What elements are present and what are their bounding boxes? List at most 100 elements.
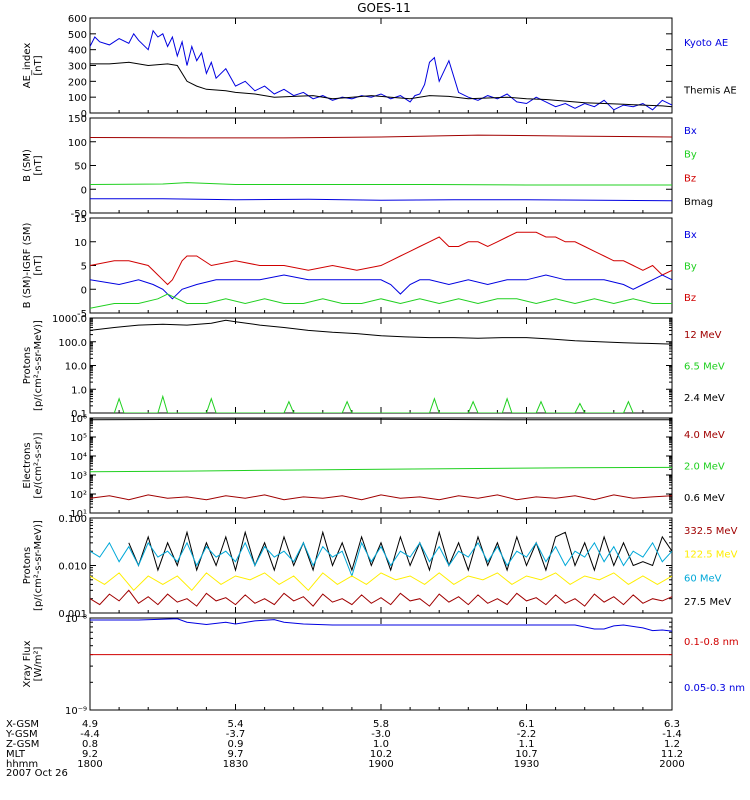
legend-entry: Bz bbox=[684, 173, 696, 184]
y-tick-label: 100 bbox=[68, 138, 87, 149]
legend-entry: Bx bbox=[684, 230, 697, 241]
x-axis-row-label: hhmm bbox=[6, 759, 38, 770]
legend-entry: 2.0 MeV bbox=[684, 462, 725, 473]
panel-frame bbox=[89, 617, 673, 711]
x-axis-value: -4.4 bbox=[80, 729, 100, 740]
y-axis-label: [p/(cm²-s-sr-MeV)] bbox=[33, 520, 44, 611]
x-axis-value: 5.8 bbox=[373, 719, 389, 730]
y-axis-label: AE_index bbox=[22, 43, 33, 89]
legend-entry: By bbox=[684, 150, 697, 161]
y-tick-label: 1.0 bbox=[71, 385, 87, 396]
legend-entry: 332.5 MeV bbox=[684, 526, 738, 537]
y-tick-label: 15 bbox=[74, 214, 87, 225]
y-tick-label: 10³ bbox=[70, 471, 87, 482]
y-axis-label: [p/(cm²-s-sr-MeV)] bbox=[33, 320, 44, 411]
x-axis-value: 6.1 bbox=[519, 719, 535, 730]
x-axis-value: 10.7 bbox=[515, 749, 537, 760]
legend-entry: 122.5 MeV bbox=[684, 550, 738, 561]
series-6-5-mev bbox=[113, 394, 634, 413]
series-themis-ae bbox=[90, 61, 672, 108]
x-axis-value: 0.9 bbox=[228, 739, 244, 750]
y-axis-label: B (SM) bbox=[22, 149, 33, 182]
series-4-0-mev bbox=[90, 494, 672, 501]
series-2-0-mev bbox=[90, 466, 672, 473]
x-axis-value: -1.4 bbox=[662, 729, 682, 740]
legend-entry: Themis AE bbox=[683, 85, 737, 96]
y-axis-label: Protons bbox=[22, 347, 33, 384]
series-332-5-mev bbox=[90, 589, 672, 607]
y-tick-label: 100.0 bbox=[58, 338, 87, 349]
series-bz bbox=[90, 134, 672, 139]
y-axis-label: B (SM)-IGRF (SM) bbox=[22, 223, 33, 309]
legend-entry: 27.5 MeV bbox=[684, 597, 731, 608]
x-axis-value: 1830 bbox=[223, 759, 248, 770]
x-axis-value: 5.4 bbox=[228, 719, 244, 730]
legend-entry: By bbox=[684, 262, 697, 273]
y-axis-label: [W/m²] bbox=[33, 646, 44, 681]
x-axis-value: 6.3 bbox=[664, 719, 680, 730]
y-tick-label: 10⁻⁸ bbox=[65, 614, 87, 625]
y-axis-label: [e/(cm²-s-sr)] bbox=[33, 432, 44, 498]
x-axis-row-label: Y-GSM bbox=[5, 729, 38, 740]
y-tick-label: 400 bbox=[68, 46, 87, 57]
y-tick-label: 0.1 bbox=[71, 409, 87, 420]
legend-entry: 2.4 MeV bbox=[684, 393, 725, 404]
x-axis-value: -2.2 bbox=[517, 729, 537, 740]
panel-b_sm: -50 0 50 100 150 B (SM) [nT] Bx By Bz Bmag bbox=[22, 114, 713, 220]
x-axis-value: 0.8 bbox=[82, 739, 98, 750]
y-axis-label: Xray Flux bbox=[22, 640, 33, 687]
y-tick-label: 5 bbox=[81, 262, 87, 273]
series-by bbox=[90, 293, 672, 309]
panel-frame bbox=[89, 317, 673, 414]
x-axis-value: 11.2 bbox=[661, 749, 683, 760]
legend-entry: 6.5 MeV bbox=[684, 362, 725, 373]
y-axis-label: Protons bbox=[22, 547, 33, 584]
y-tick-label: 500 bbox=[68, 30, 87, 41]
series-60-mev bbox=[90, 541, 672, 578]
series-2-4-mev bbox=[90, 319, 672, 345]
legend-entry: Bx bbox=[684, 126, 697, 137]
x-axis-value: -3.0 bbox=[371, 729, 391, 740]
x-axis-table: X-GSM 4.9 5.4 5.8 6.1 6.3 Y-GSM -4.4 -3.7 -3.0 -2.… bbox=[5, 719, 685, 770]
x-axis-row-label: Z-GSM bbox=[6, 739, 39, 750]
x-axis-value: 4.9 bbox=[82, 719, 98, 730]
y-axis-label: Electrons bbox=[22, 442, 33, 488]
y-tick-label: 10⁻⁹ bbox=[65, 706, 87, 717]
legend-entry: 0.6 MeV bbox=[684, 493, 725, 504]
y-tick-label: 100 bbox=[68, 93, 87, 104]
y-tick-label: 10² bbox=[70, 490, 87, 501]
x-axis-value: 1.1 bbox=[519, 739, 535, 750]
y-tick-label: 0.100 bbox=[58, 514, 87, 525]
panel-protons_low: 0.1 1.0 10.0 100.0 1000.0 Protons [p/(cm²-s-sr… bbox=[22, 314, 725, 420]
y-axis-label: [nT] bbox=[33, 155, 44, 175]
series-by bbox=[90, 182, 672, 186]
panel-electrons: 10¹ 10² 10³ 10⁴ 10⁵ 10⁶ Electrons [e/(cm²-s-sr)… bbox=[22, 414, 725, 520]
panel-frame bbox=[89, 417, 673, 514]
x-axis-value: 9.7 bbox=[228, 749, 244, 760]
plot-title: GOES-11 bbox=[357, 1, 411, 15]
legend-entry: 0.05-0.3 nm bbox=[684, 683, 745, 694]
x-axis-value: 9.2 bbox=[82, 749, 98, 760]
y-tick-label: 10⁶ bbox=[70, 414, 87, 425]
series-0-6-mev bbox=[90, 418, 672, 421]
y-tick-label: 10⁵ bbox=[70, 433, 87, 444]
panel-xray: 10⁻⁹ 10⁻⁸ Xray Flux [W/m²] 0.1-0.8 nm 0.05-0.… bbox=[22, 614, 745, 717]
y-tick-label: 10⁴ bbox=[70, 452, 87, 463]
panel-protons_high: 0.001 0.010 0.100 Protons [p/(cm²-s-sr-MeV)]… bbox=[22, 514, 738, 620]
x-axis-value: 1800 bbox=[77, 759, 102, 770]
series-bz bbox=[90, 231, 672, 286]
legend-entry: Bmag bbox=[684, 197, 713, 208]
x-axis-value: -3.7 bbox=[226, 729, 246, 740]
panel-db_igrf: -5 0 5 10 15 B (SM)-IGRF (SM) [nT] Bx By Bz bbox=[22, 214, 697, 320]
legend-entry: 12 MeV bbox=[684, 330, 722, 341]
date-label: 2007 Oct 26 bbox=[6, 768, 68, 779]
y-tick-label: 150 bbox=[68, 114, 87, 125]
series-27-5-mev bbox=[128, 530, 672, 572]
x-axis-value: 1.0 bbox=[373, 739, 389, 750]
y-tick-label: 10.0 bbox=[65, 362, 87, 373]
series-122-5-mev bbox=[90, 572, 672, 592]
y-tick-label: 0 bbox=[81, 109, 87, 120]
legend-entry: Kyoto AE bbox=[684, 38, 728, 49]
